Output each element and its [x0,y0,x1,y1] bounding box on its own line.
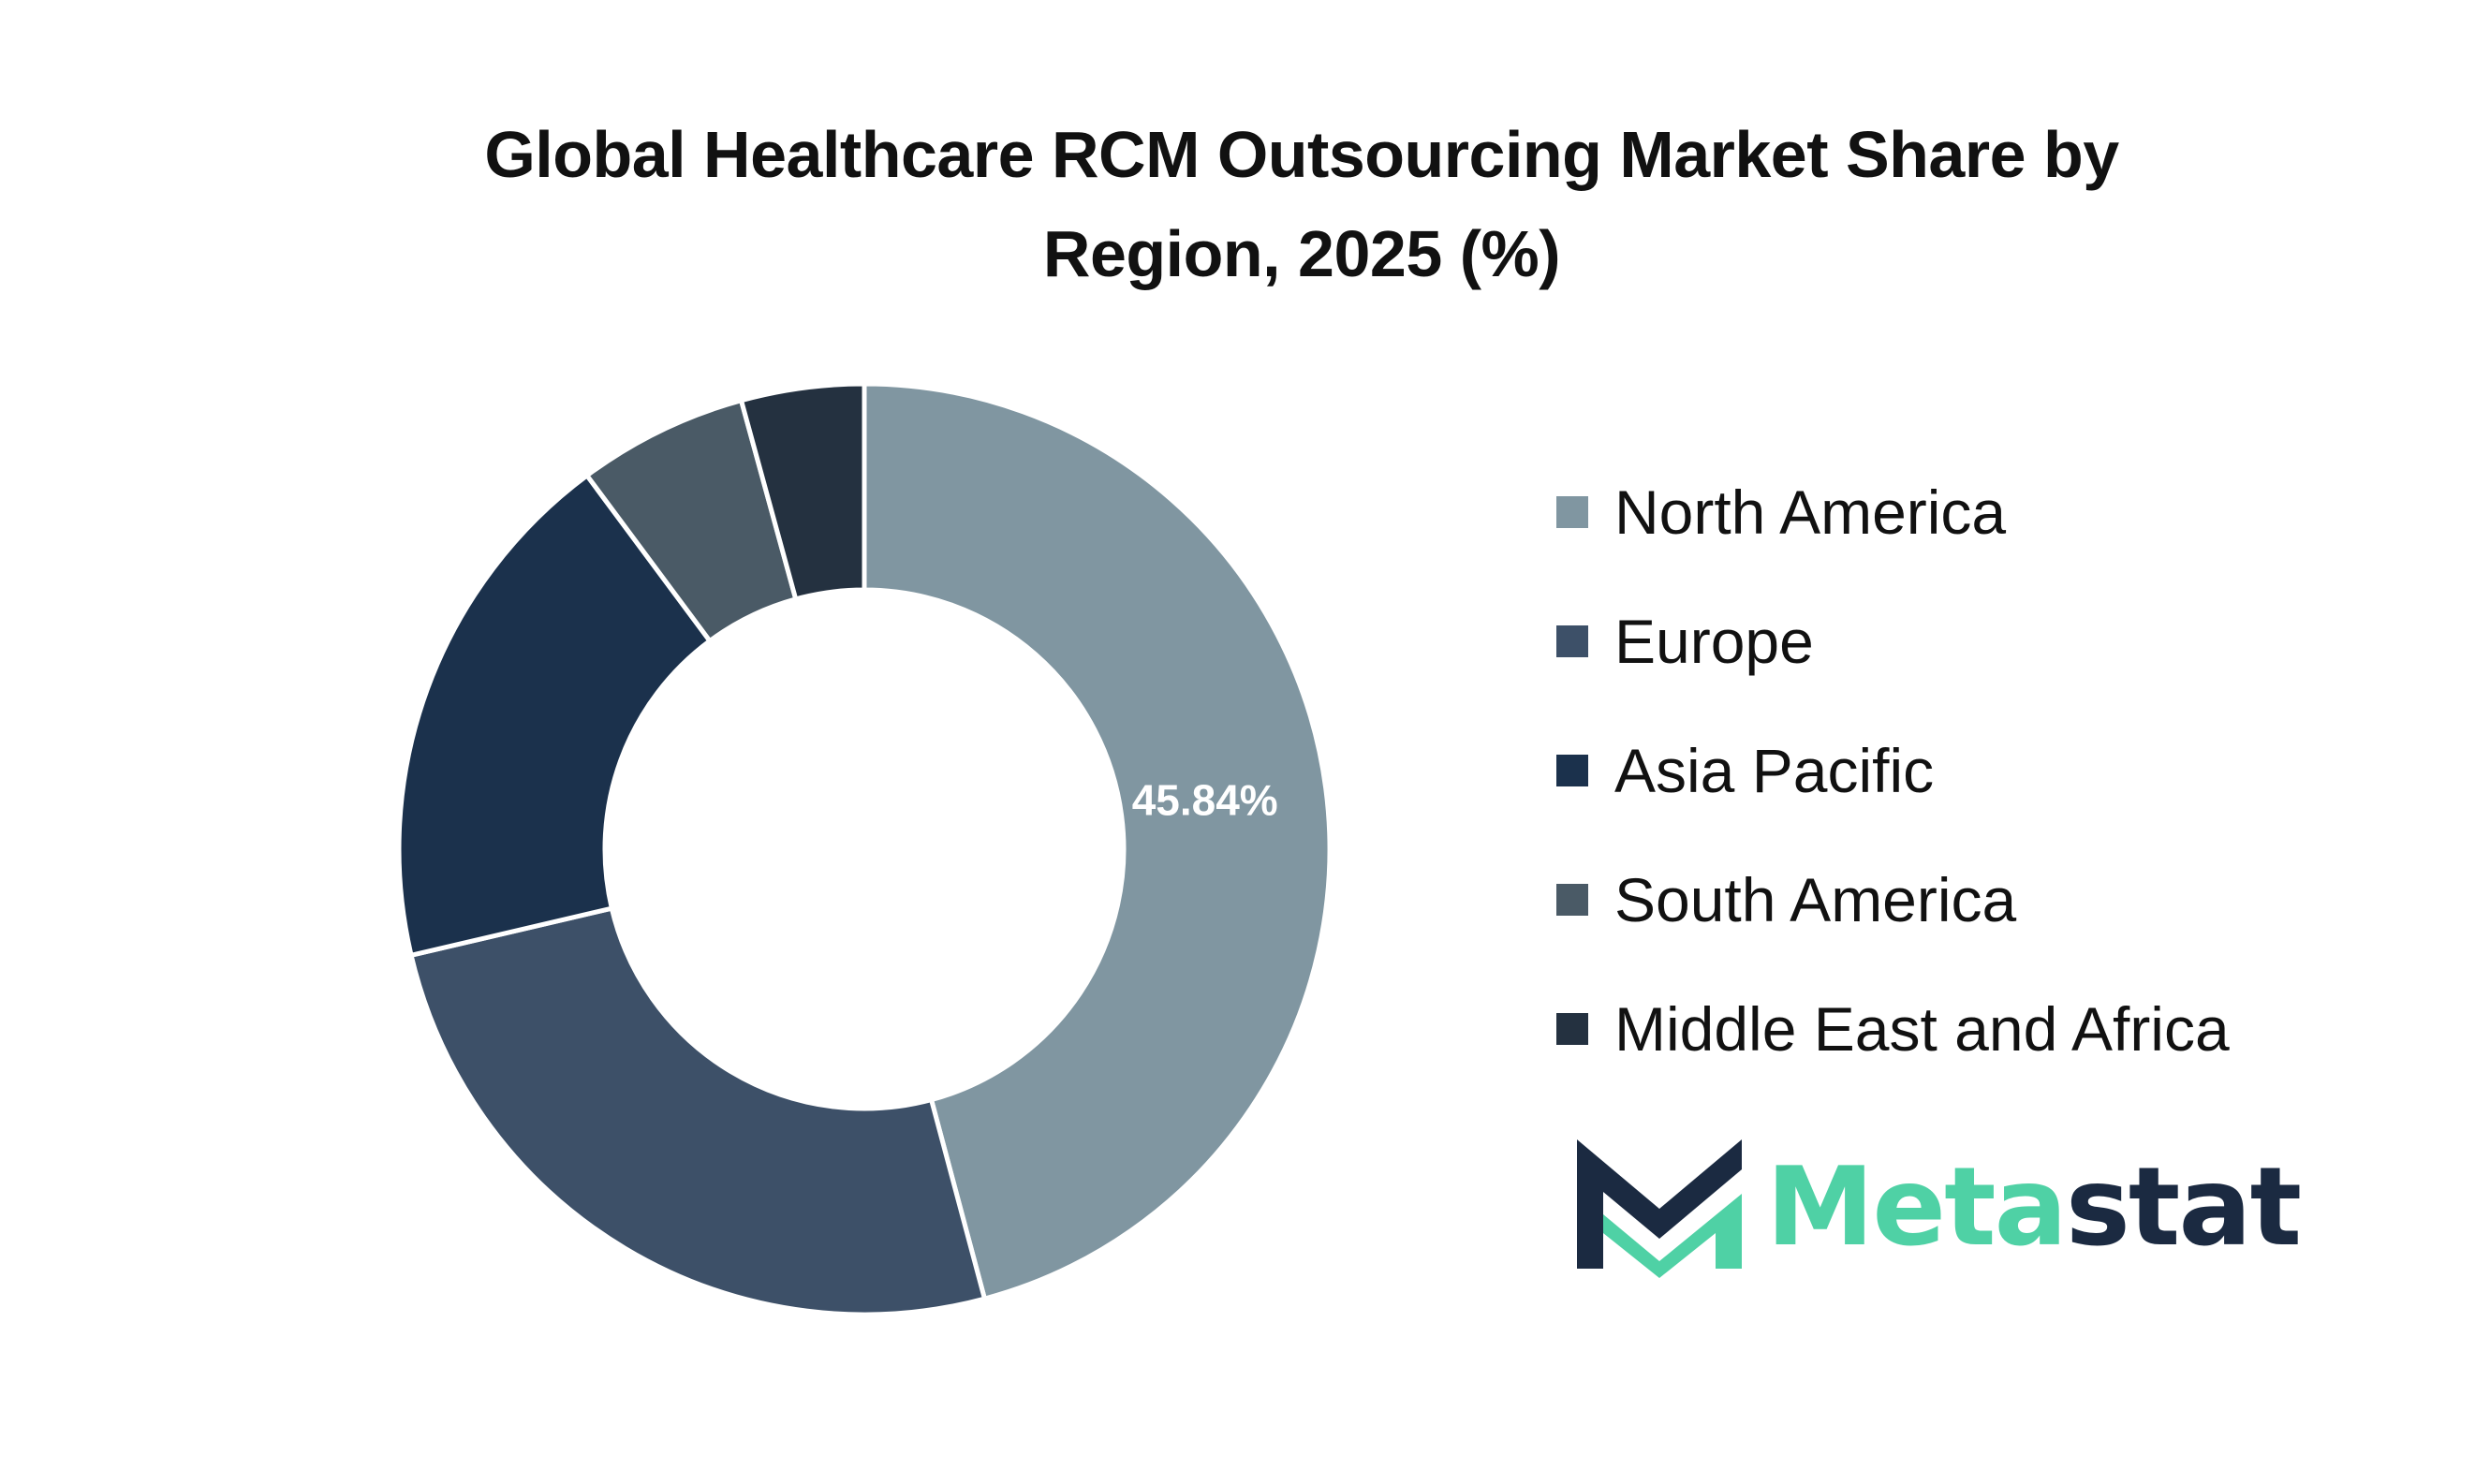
metastat-logo: Metastat [1566,1128,2302,1278]
chart-title-line-2: Region, 2025 (%) [1042,217,1561,290]
donut-slice-middle-east-and-africa [738,381,867,602]
legend-label: Asia Pacific [1614,736,1935,805]
metastat-logo-text: Metastat [1766,1143,2302,1271]
legend-item-asia-pacific: Asia Pacific [1556,706,2230,835]
data-label-north-america: 45.84% [1132,776,1278,825]
chart-title-line-1: Global Healthcare RCM Outsourcing Market… [484,118,2119,191]
legend-item-south-america: South America [1556,835,2230,964]
legend-swatch [1556,884,1588,916]
metastat-logo-icon [1577,1139,1742,1278]
legend-swatch [1556,625,1588,657]
legend-swatch [1556,755,1588,786]
legend-label: South America [1614,865,2017,934]
legend-label: North America [1614,478,2007,547]
legend-item-europe: Europe [1556,577,2230,706]
chart-title: Global Healthcare RCM Outsourcing Market… [0,105,2490,303]
legend-item-north-america: North America [1556,448,2230,577]
donut-slice-asia-pacific [396,472,714,959]
chart-legend: North America Europe Asia Pacific South … [1556,448,2230,1094]
legend-item-middle-east-africa: Middle East and Africa [1556,964,2230,1094]
legend-label: Europe [1614,607,1814,676]
legend-swatch [1556,496,1588,528]
legend-label: Middle East and Africa [1614,994,2230,1064]
donut-slice-europe [408,905,988,1317]
donut-slice-north-america [862,381,1333,1302]
logo-text-stat: stat [2065,1143,2302,1271]
logo-text-meta: Meta [1766,1143,2068,1271]
legend-swatch [1556,1013,1588,1045]
